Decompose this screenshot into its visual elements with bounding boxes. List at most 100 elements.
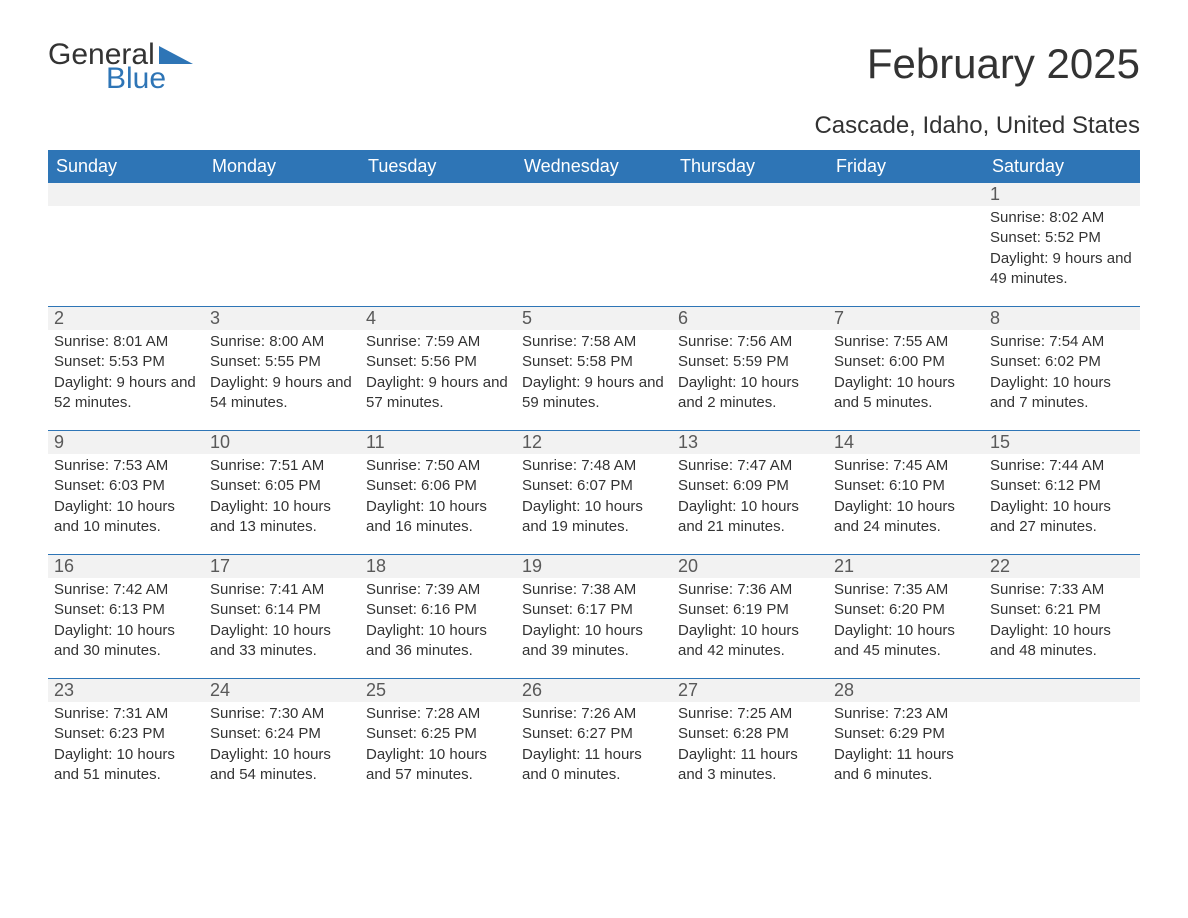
sunrise-text: Sunrise: 7:59 AM: [366, 332, 510, 352]
daylight-text: Daylight: 10 hours and 7 minutes.: [990, 373, 1134, 414]
page-title: February 2025: [867, 40, 1140, 88]
sunset-text: Sunset: 6:10 PM: [834, 476, 978, 496]
day-number: 6: [672, 307, 828, 330]
day-number: 22: [984, 555, 1140, 578]
day-cell: [360, 206, 516, 296]
daylight-text: Daylight: 10 hours and 5 minutes.: [834, 373, 978, 414]
sunrise-text: Sunrise: 8:01 AM: [54, 332, 198, 352]
day-cell: [828, 206, 984, 296]
day-cell: Sunrise: 7:50 AMSunset: 6:06 PMDaylight:…: [360, 454, 516, 544]
sunrise-text: Sunrise: 7:26 AM: [522, 704, 666, 724]
sunset-text: Sunset: 6:06 PM: [366, 476, 510, 496]
sunrise-text: Sunrise: 7:28 AM: [366, 704, 510, 724]
sunrise-text: Sunrise: 7:31 AM: [54, 704, 198, 724]
day-cell: Sunrise: 7:30 AMSunset: 6:24 PMDaylight:…: [204, 702, 360, 792]
sunset-text: Sunset: 6:05 PM: [210, 476, 354, 496]
day-cell: Sunrise: 7:42 AMSunset: 6:13 PMDaylight:…: [48, 578, 204, 668]
sunset-text: Sunset: 6:25 PM: [366, 724, 510, 744]
daylight-text: Daylight: 10 hours and 13 minutes.: [210, 497, 354, 538]
sunset-text: Sunset: 6:28 PM: [678, 724, 822, 744]
sunset-text: Sunset: 6:00 PM: [834, 352, 978, 372]
daylight-text: Daylight: 10 hours and 10 minutes.: [54, 497, 198, 538]
day-number: 21: [828, 555, 984, 578]
daylight-text: Daylight: 11 hours and 6 minutes.: [834, 745, 978, 786]
day-number: 5: [516, 307, 672, 330]
day-cell: Sunrise: 7:59 AMSunset: 5:56 PMDaylight:…: [360, 330, 516, 420]
daylight-text: Daylight: 10 hours and 48 minutes.: [990, 621, 1134, 662]
sunrise-text: Sunrise: 8:02 AM: [990, 208, 1134, 228]
day-cell: Sunrise: 7:36 AMSunset: 6:19 PMDaylight:…: [672, 578, 828, 668]
week-content-row: Sunrise: 7:42 AMSunset: 6:13 PMDaylight:…: [48, 578, 1140, 678]
sunset-text: Sunset: 6:02 PM: [990, 352, 1134, 372]
daylight-text: Daylight: 11 hours and 3 minutes.: [678, 745, 822, 786]
day-number: 4: [360, 307, 516, 330]
daylight-text: Daylight: 9 hours and 59 minutes.: [522, 373, 666, 414]
week-daynum-band: 9101112131415: [48, 430, 1140, 454]
sunset-text: Sunset: 6:29 PM: [834, 724, 978, 744]
sunset-text: Sunset: 6:20 PM: [834, 600, 978, 620]
dayheader-friday: Friday: [828, 150, 984, 183]
logo-text-blue: Blue: [106, 64, 193, 94]
week-daynum-band: 232425262728: [48, 678, 1140, 702]
sunrise-text: Sunrise: 7:38 AM: [522, 580, 666, 600]
day-cell: [48, 206, 204, 296]
day-number: [48, 183, 204, 206]
day-number: 16: [48, 555, 204, 578]
sunrise-text: Sunrise: 7:45 AM: [834, 456, 978, 476]
sunset-text: Sunset: 6:17 PM: [522, 600, 666, 620]
day-cell: Sunrise: 7:28 AMSunset: 6:25 PMDaylight:…: [360, 702, 516, 792]
day-cell: Sunrise: 7:48 AMSunset: 6:07 PMDaylight:…: [516, 454, 672, 544]
daylight-text: Daylight: 10 hours and 33 minutes.: [210, 621, 354, 662]
dayheader-thursday: Thursday: [672, 150, 828, 183]
day-cell: Sunrise: 7:33 AMSunset: 6:21 PMDaylight:…: [984, 578, 1140, 668]
day-cell: Sunrise: 7:35 AMSunset: 6:20 PMDaylight:…: [828, 578, 984, 668]
sunrise-text: Sunrise: 7:42 AM: [54, 580, 198, 600]
day-number: 8: [984, 307, 1140, 330]
sunset-text: Sunset: 5:58 PM: [522, 352, 666, 372]
daylight-text: Daylight: 10 hours and 21 minutes.: [678, 497, 822, 538]
day-cell: Sunrise: 7:38 AMSunset: 6:17 PMDaylight:…: [516, 578, 672, 668]
sunrise-text: Sunrise: 7:30 AM: [210, 704, 354, 724]
day-number: [516, 183, 672, 206]
week-daynum-band: 16171819202122: [48, 554, 1140, 578]
daylight-text: Daylight: 10 hours and 19 minutes.: [522, 497, 666, 538]
sunrise-text: Sunrise: 7:53 AM: [54, 456, 198, 476]
day-cell: Sunrise: 7:51 AMSunset: 6:05 PMDaylight:…: [204, 454, 360, 544]
day-cell: Sunrise: 7:58 AMSunset: 5:58 PMDaylight:…: [516, 330, 672, 420]
week-daynum-band: 1: [48, 183, 1140, 206]
daylight-text: Daylight: 10 hours and 42 minutes.: [678, 621, 822, 662]
day-cell: Sunrise: 7:47 AMSunset: 6:09 PMDaylight:…: [672, 454, 828, 544]
sunset-text: Sunset: 5:55 PM: [210, 352, 354, 372]
day-number: [828, 183, 984, 206]
sunrise-text: Sunrise: 8:00 AM: [210, 332, 354, 352]
sunrise-text: Sunrise: 7:51 AM: [210, 456, 354, 476]
week-content-row: Sunrise: 7:31 AMSunset: 6:23 PMDaylight:…: [48, 702, 1140, 802]
day-cell: Sunrise: 7:26 AMSunset: 6:27 PMDaylight:…: [516, 702, 672, 792]
sunset-text: Sunset: 6:09 PM: [678, 476, 822, 496]
daylight-text: Daylight: 9 hours and 49 minutes.: [990, 249, 1134, 290]
day-number: 26: [516, 679, 672, 702]
day-number: 12: [516, 431, 672, 454]
sunrise-text: Sunrise: 7:36 AM: [678, 580, 822, 600]
day-number: 3: [204, 307, 360, 330]
dayheader-wednesday: Wednesday: [516, 150, 672, 183]
daylight-text: Daylight: 10 hours and 45 minutes.: [834, 621, 978, 662]
week-content-row: Sunrise: 8:02 AMSunset: 5:52 PMDaylight:…: [48, 206, 1140, 306]
sunrise-text: Sunrise: 7:41 AM: [210, 580, 354, 600]
sunset-text: Sunset: 5:56 PM: [366, 352, 510, 372]
day-cell: Sunrise: 8:00 AMSunset: 5:55 PMDaylight:…: [204, 330, 360, 420]
day-cell: Sunrise: 8:02 AMSunset: 5:52 PMDaylight:…: [984, 206, 1140, 296]
day-number: [204, 183, 360, 206]
day-number: [984, 679, 1140, 702]
title-block: February 2025: [867, 40, 1140, 88]
day-cell: [516, 206, 672, 296]
daylight-text: Daylight: 10 hours and 24 minutes.: [834, 497, 978, 538]
day-number: [360, 183, 516, 206]
day-cell: [672, 206, 828, 296]
day-cell: Sunrise: 7:41 AMSunset: 6:14 PMDaylight:…: [204, 578, 360, 668]
sunrise-text: Sunrise: 7:35 AM: [834, 580, 978, 600]
sunset-text: Sunset: 6:07 PM: [522, 476, 666, 496]
daylight-text: Daylight: 10 hours and 39 minutes.: [522, 621, 666, 662]
day-number: 10: [204, 431, 360, 454]
daylight-text: Daylight: 9 hours and 52 minutes.: [54, 373, 198, 414]
